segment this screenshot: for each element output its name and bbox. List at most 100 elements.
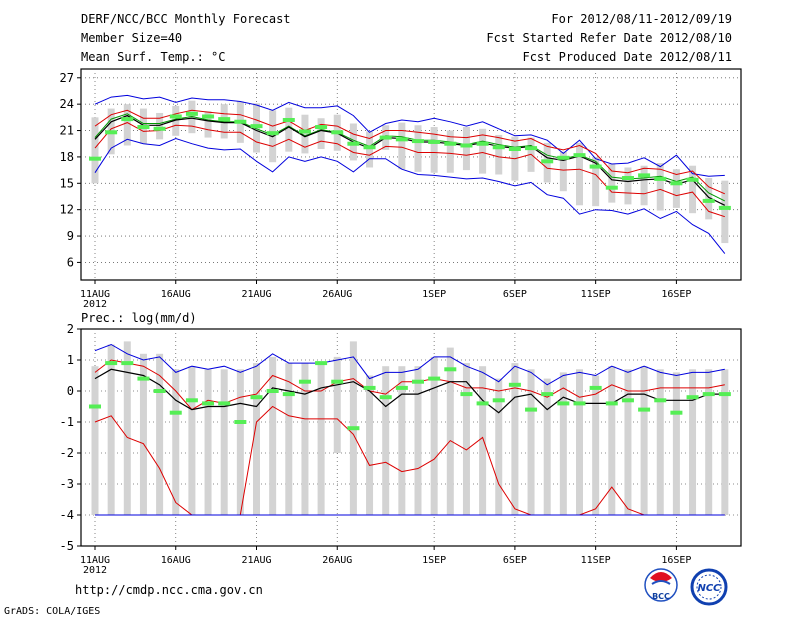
prec-obs-marker [218, 401, 231, 406]
prec-spread-box [576, 369, 583, 515]
temp-spread-box [172, 105, 180, 136]
temp-obs-marker [234, 119, 247, 124]
temp-year-label: 2012 [83, 299, 107, 310]
variable-label: Mean Surf. Temp.: °C [81, 50, 226, 64]
temp-xtick-label: 16AUG [161, 289, 191, 300]
temp-obs-marker [718, 205, 731, 210]
prec-obs-marker [363, 385, 376, 390]
temp-mean-line [94, 114, 726, 206]
temp-obs-marker [605, 185, 618, 190]
prec-obs-marker [541, 392, 554, 397]
prec-spread-box [592, 375, 600, 515]
prec-xtick-label: 16SEP [661, 555, 691, 566]
prec-spread-box [462, 363, 470, 515]
prec-obs-marker [202, 401, 215, 406]
prec-obs-marker [137, 376, 150, 381]
temp-ytick-label: 27 [60, 71, 74, 85]
prec-xtick-label: 11SEP [581, 555, 611, 566]
prec-spread-box [220, 369, 228, 515]
temp-spread-box [366, 131, 374, 168]
temp-obs-marker [218, 117, 231, 122]
source-url[interactable]: http://cmdp.ncc.cma.gov.cn [75, 583, 263, 597]
precip-title: Prec.: log(mm/d) [81, 311, 197, 325]
temp-obs-marker [298, 129, 311, 134]
temp-spread-box [559, 151, 567, 192]
prec-mean-line [94, 368, 725, 414]
temp-xtick-label: 16SEP [661, 289, 691, 300]
temp-obs-marker [686, 177, 699, 182]
prec-obs-marker [395, 385, 408, 390]
prec-spread-box [91, 366, 99, 515]
temp-min-line [94, 137, 726, 254]
prec-spread-box [139, 353, 147, 515]
temp-ytick-label: 9 [67, 229, 74, 243]
prec-spread-box [527, 369, 535, 515]
temp-spread-box [592, 156, 600, 207]
temp-obs-marker [654, 176, 667, 181]
prec-spread-box [204, 369, 212, 515]
prec-obs-marker [718, 392, 731, 397]
prec-spread-box [269, 356, 277, 515]
temp-spread-box [91, 117, 99, 184]
temp-obs-marker [444, 141, 457, 146]
temp-ytick-label: 21 [60, 124, 74, 138]
prec-obs-marker [670, 410, 683, 415]
prec-obs-marker [508, 382, 521, 387]
temp-spread-box [495, 134, 503, 175]
prec-spread-box [123, 341, 131, 515]
temp-xtick-label: 21AUG [241, 289, 271, 300]
prec-xtick-label: 11AUG [80, 555, 110, 566]
temp-spread-box [317, 118, 325, 150]
prec-spread-box [236, 369, 244, 515]
temp-spread-box [462, 127, 470, 171]
prec-spread-box [608, 366, 616, 515]
prec-obs-marker [169, 410, 182, 415]
prec-ytick-label: -4 [60, 508, 74, 522]
prec-frame [80, 328, 742, 547]
prec-spread-box [382, 366, 390, 515]
prec-year-label: 2012 [83, 565, 107, 576]
prec-ytick-label: -3 [60, 477, 74, 491]
prec-spread-box [640, 366, 648, 515]
bcc-logo: BCC [644, 568, 678, 602]
temp-obs-marker [428, 139, 441, 144]
prec-spread-box [253, 363, 260, 515]
prec-spread-box [317, 363, 325, 515]
temp-obs-marker [589, 164, 602, 169]
prec-spread-box [705, 369, 713, 515]
prec-obs-marker [702, 392, 715, 397]
temp-obs-marker [331, 130, 344, 135]
prec-spread-box [333, 356, 341, 453]
prec-ytick-label: 0 [67, 384, 74, 398]
temp-spread-box [705, 178, 713, 220]
bcc-logo-text: BCC [652, 592, 670, 601]
prec-spread-box [172, 369, 180, 515]
temp-obs-marker [557, 155, 570, 160]
prec-obs-marker [476, 401, 489, 406]
temp-obs-marker [412, 139, 424, 144]
temp-obs-marker [105, 130, 118, 135]
prec-xtick-label: 1SEP [422, 555, 446, 566]
precipitation-panel: -5 -4 -3 -2 -1 0 1 2 11AUG 16AUG 21AUG 26AUG 1SEP 6SE… [60, 322, 742, 576]
temp-spread-box [656, 163, 664, 211]
prec-spread-box [398, 366, 406, 515]
forecast-range-label: For 2012/08/11-2012/09/19 [551, 12, 732, 26]
prec-obs-marker [492, 398, 505, 403]
prec-obs-marker [638, 407, 651, 412]
temp-obs-marker [153, 126, 166, 131]
temp-obs-marker [492, 145, 505, 150]
fcst-started-label: Fcst Started Refer Date 2012/08/10 [486, 31, 732, 45]
prec-spread-box [624, 369, 632, 515]
temp-spread-box [285, 107, 293, 152]
temp-obs-marker [185, 111, 198, 116]
prec-spread-box [430, 356, 438, 515]
prec-obs-marker [573, 401, 586, 406]
prec-obs-marker [428, 376, 441, 381]
prec-obs-marker [153, 389, 166, 393]
prec-obs-marker [315, 361, 328, 366]
temp-obs-marker [89, 156, 101, 161]
prec-obs-marker [686, 395, 699, 400]
temp-spread-box [398, 122, 406, 170]
temp-xtick-label: 26AUG [322, 289, 352, 300]
temp-spread-box [608, 163, 616, 203]
